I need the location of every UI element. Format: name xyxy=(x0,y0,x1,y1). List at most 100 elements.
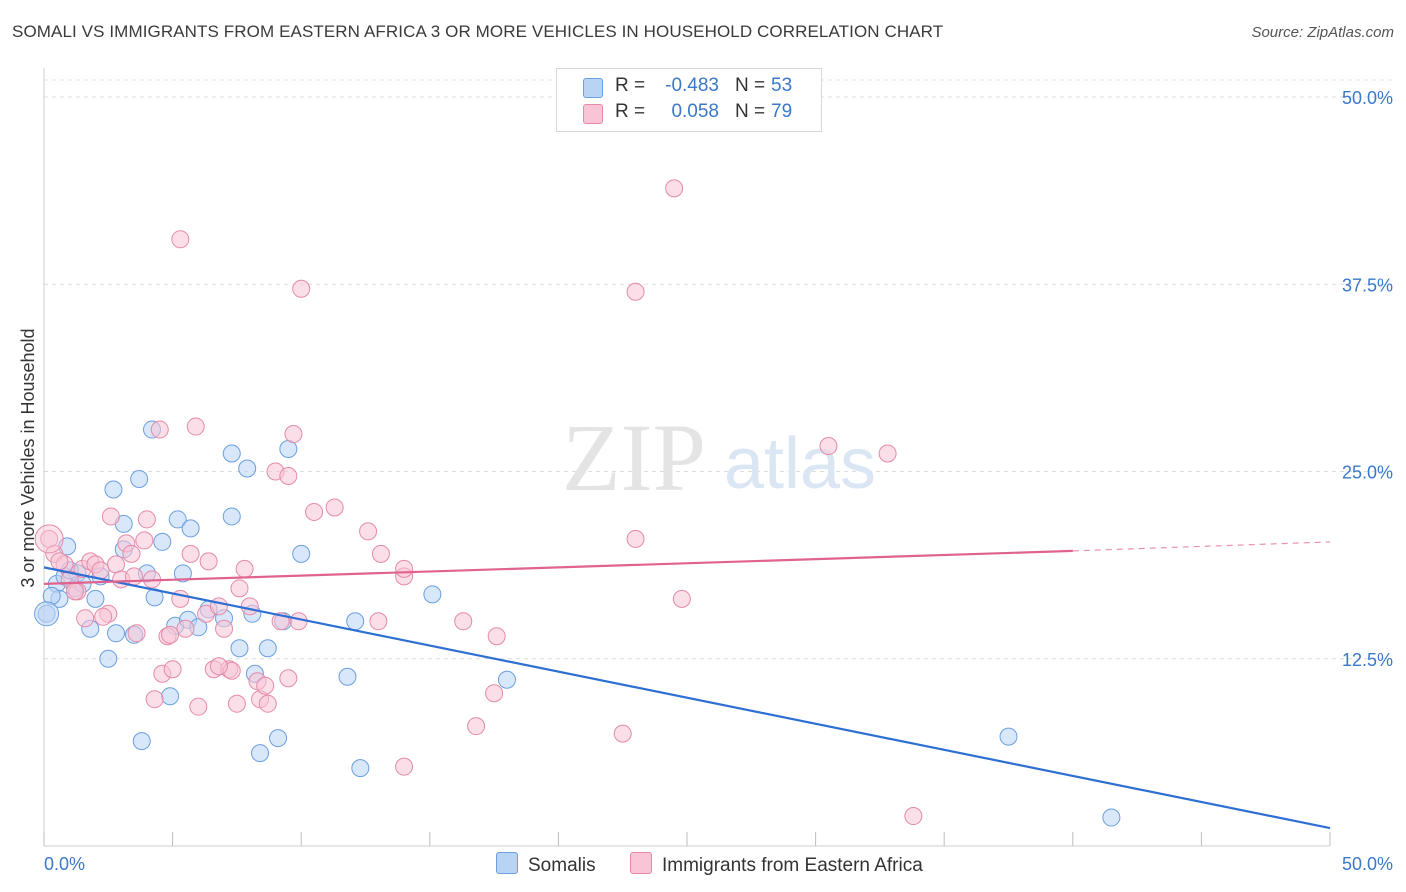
immigrant-point xyxy=(107,555,126,574)
immigrant-trend-extension xyxy=(1072,541,1331,552)
immigrant-point xyxy=(101,507,120,526)
y-tick-label: 12.5% xyxy=(1342,650,1393,670)
legend-n-label: N = xyxy=(735,101,766,122)
axes xyxy=(43,68,1331,847)
immigrant-point xyxy=(487,627,506,646)
series-legend-immigrants: Immigrants from Eastern Africa xyxy=(630,852,923,877)
y-axis-label: 3 or more Vehicles in Household xyxy=(18,328,38,587)
somali-point xyxy=(338,667,357,686)
immigrant-point xyxy=(215,619,234,638)
correlation-legend: R = -0.483 N = 53 R = 0.058 N = 79 xyxy=(556,68,822,132)
immigrant-point xyxy=(626,529,645,548)
series-legend-somalis: Somalis xyxy=(496,852,596,877)
y-tick-label: 37.5% xyxy=(1342,275,1393,295)
immigrant-point xyxy=(189,697,208,716)
series-name-somalis: Somalis xyxy=(528,855,596,876)
immigrant-point xyxy=(176,619,195,638)
immigrant-point xyxy=(137,510,156,529)
somali-point xyxy=(168,510,187,529)
immigrant-point xyxy=(369,612,388,631)
legend-n-value: 79 xyxy=(771,101,793,122)
immigrant-point xyxy=(94,607,113,626)
immigrant-point xyxy=(227,694,246,713)
immigrant-point xyxy=(209,657,228,676)
immigrant-point xyxy=(65,582,84,601)
somali-point xyxy=(230,639,249,658)
immigrant-point xyxy=(125,567,144,586)
somali-point xyxy=(351,759,370,778)
y-tick-label: 50.0% xyxy=(1342,88,1393,108)
immigrant-point xyxy=(50,552,69,571)
immigrant-point xyxy=(91,561,110,580)
immigrant-point xyxy=(819,437,838,456)
somali-point xyxy=(423,585,442,604)
immigrant-point xyxy=(163,660,182,679)
somali-point xyxy=(258,639,277,658)
somali-point xyxy=(497,670,516,689)
immigrant-point xyxy=(359,522,378,541)
somali-point xyxy=(130,469,149,488)
somali-point xyxy=(1102,808,1121,827)
immigrant-point xyxy=(135,531,154,550)
legend-n-value: 53 xyxy=(771,75,793,96)
immigrant-point xyxy=(485,684,504,703)
immigrant-point xyxy=(256,676,275,695)
legend-r-value: 0.058 xyxy=(671,101,719,122)
immigrant-trend-line xyxy=(43,549,1073,585)
legend-swatch-somalis xyxy=(583,78,603,98)
immigrant-point xyxy=(467,717,486,736)
immigrant-point xyxy=(395,757,414,776)
somali-point xyxy=(346,612,365,631)
legend-r-label: R = xyxy=(615,75,646,96)
immigrant-point xyxy=(305,502,324,521)
somali-point xyxy=(132,732,151,751)
watermark-atlas: atlas xyxy=(724,424,876,504)
watermark-zip: ZIP xyxy=(562,404,706,511)
source-label: Source: ZipAtlas.com xyxy=(1251,24,1394,41)
legend-swatch-immigrants xyxy=(583,104,603,124)
legend-r-label: R = xyxy=(615,101,646,122)
somali-point xyxy=(222,507,241,526)
somali-point xyxy=(269,729,288,748)
immigrant-point xyxy=(34,524,64,554)
y-tick-label: 25.0% xyxy=(1342,463,1393,483)
immigrant-point xyxy=(181,544,200,563)
somali-point xyxy=(181,519,200,538)
legend-r-value: -0.483 xyxy=(665,75,719,96)
immigrant-point xyxy=(186,417,205,436)
immigrant-point xyxy=(878,444,897,463)
somali-trend-line xyxy=(43,566,1331,830)
immigrant-point xyxy=(665,179,684,198)
somali-point xyxy=(153,532,172,551)
somali-point xyxy=(34,601,60,627)
somali-point xyxy=(86,589,105,608)
somali-point xyxy=(999,727,1018,746)
somali-point xyxy=(292,544,311,563)
somali-point xyxy=(222,444,241,463)
immigrant-point xyxy=(161,625,180,644)
immigrant-point xyxy=(258,694,277,713)
chart-title: SOMALI VS IMMIGRANTS FROM EASTERN AFRICA… xyxy=(12,22,944,41)
somali-point xyxy=(161,687,180,706)
immigrant-point xyxy=(76,609,95,628)
somali-point xyxy=(279,440,298,459)
immigrant-point xyxy=(672,589,691,608)
immigrant-point xyxy=(626,282,645,301)
immigrant-point xyxy=(127,624,146,643)
immigrant-point xyxy=(235,559,254,578)
somali-point xyxy=(104,480,123,499)
immigrant-point xyxy=(199,552,218,571)
immigrant-point xyxy=(171,230,190,249)
somali-point xyxy=(107,624,126,643)
series-name-immigrants: Immigrants from Eastern Africa xyxy=(662,855,923,876)
immigrant-point xyxy=(209,597,228,616)
trend-lines xyxy=(43,541,1331,830)
somali-point xyxy=(99,649,118,668)
immigrant-point xyxy=(904,807,923,826)
immigrant-point xyxy=(284,425,303,444)
somali-point xyxy=(238,459,257,478)
immigrant-point xyxy=(292,279,311,298)
x-tick-label: 0.0% xyxy=(44,854,85,874)
immigrant-point xyxy=(395,559,414,578)
